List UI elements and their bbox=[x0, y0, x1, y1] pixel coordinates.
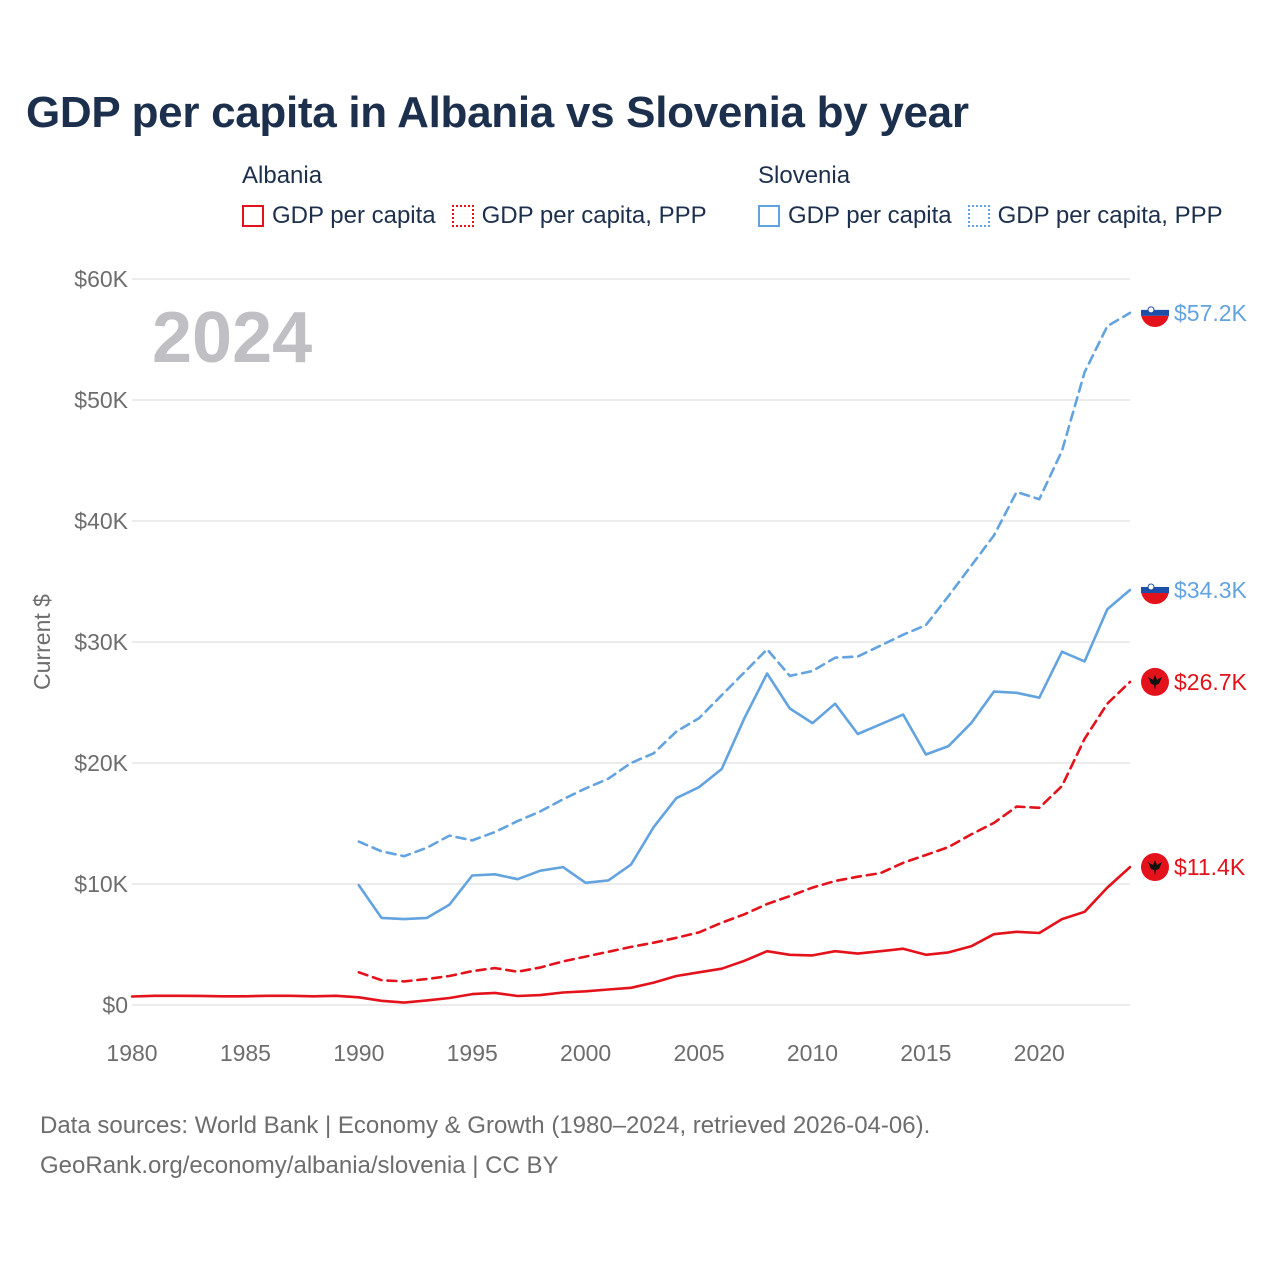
flag-slovenia-blue-solid bbox=[1141, 586, 1169, 593]
legend-label-albania-ppp: GDP per capita, PPP bbox=[481, 202, 707, 229]
legend-label-albania-gdp: GDP per capita bbox=[272, 202, 436, 229]
x-tick-label-2005: 2005 bbox=[673, 1040, 724, 1066]
flag-slovenia-blue-ppp bbox=[1141, 309, 1169, 316]
flag-albania-eagle-solid bbox=[1148, 860, 1162, 876]
y-axis-label: Current $ bbox=[29, 594, 55, 690]
flag-albania-eagle-ppp bbox=[1148, 674, 1162, 690]
y-tick-label-20000: $20K bbox=[74, 750, 128, 776]
y-tick-label-0: $0 bbox=[102, 992, 128, 1018]
y-tick-label-10000: $10K bbox=[74, 871, 128, 897]
series-line-albania-solid bbox=[130, 865, 1132, 1004]
legend-group-slovenia: Slovenia bbox=[758, 162, 851, 189]
legend-group-albania: Albania bbox=[242, 162, 323, 189]
legend-label-slovenia-gdp: GDP per capita bbox=[788, 202, 952, 229]
x-tick-label-2020: 2020 bbox=[1014, 1040, 1065, 1066]
legend-label-slovenia-ppp: GDP per capita, PPP bbox=[997, 202, 1223, 229]
series-line-slovenia-solid bbox=[357, 588, 1132, 921]
footer-sources: Data sources: World Bank | Economy & Gro… bbox=[40, 1112, 931, 1139]
flag-slovenia-red-solid bbox=[1141, 592, 1169, 605]
y-tick-label-60000: $60K bbox=[74, 266, 128, 292]
chart-title: GDP per capita in Albania vs Slovenia by… bbox=[26, 88, 969, 137]
end-label-albania-solid: $11.4K bbox=[1174, 854, 1246, 880]
y-tick-label-40000: $40K bbox=[74, 508, 128, 534]
x-tick-label-1995: 1995 bbox=[447, 1040, 498, 1066]
legend-swatch-slovenia-ppp bbox=[967, 205, 990, 227]
footer: Data sources: World Bank | Economy & Gro… bbox=[40, 1106, 930, 1186]
end-label-albania-ppp: $26.7K bbox=[1174, 669, 1248, 695]
end-label-slovenia-solid: $34.3K bbox=[1174, 577, 1248, 603]
series-line-albania-ppp bbox=[357, 680, 1132, 983]
legend-albania: Albania GDP per capita GDP per capita, P… bbox=[242, 162, 723, 230]
x-tick-label-1980: 1980 bbox=[106, 1040, 157, 1066]
x-tick-label-2010: 2010 bbox=[787, 1040, 838, 1066]
legend-item-albania-ppp[interactable]: GDP per capita, PPP bbox=[451, 202, 707, 230]
legend-slovenia: Slovenia GDP per capita GDP per capita, … bbox=[758, 162, 1239, 230]
x-tick-label-1985: 1985 bbox=[220, 1040, 271, 1066]
end-label-slovenia-ppp: $57.2K bbox=[1174, 300, 1248, 326]
legend-item-albania-gdp[interactable]: GDP per capita bbox=[242, 202, 436, 230]
legend-item-slovenia-gdp[interactable]: GDP per capita bbox=[758, 202, 952, 230]
legend-swatch-albania-ppp bbox=[451, 205, 474, 227]
flag-slovenia-emblem-solid bbox=[1147, 583, 1155, 591]
year-watermark: 2024 bbox=[152, 298, 312, 378]
x-tick-label-1990: 1990 bbox=[333, 1040, 384, 1066]
footer-attribution: GeoRank.org/economy/albania/slovenia | C… bbox=[40, 1152, 559, 1179]
y-tick-label-50000: $50K bbox=[74, 387, 128, 413]
legend-item-slovenia-ppp[interactable]: GDP per capita, PPP bbox=[967, 202, 1223, 230]
x-tick-label-2000: 2000 bbox=[560, 1040, 611, 1066]
legend-swatch-albania-gdp bbox=[242, 205, 264, 227]
y-tick-label-30000: $30K bbox=[74, 629, 128, 655]
x-tick-label-2015: 2015 bbox=[900, 1040, 951, 1066]
flag-slovenia-red-ppp bbox=[1141, 315, 1169, 327]
series-line-slovenia-ppp bbox=[357, 311, 1132, 858]
flag-slovenia-emblem-ppp bbox=[1147, 306, 1155, 314]
legend-swatch-slovenia-gdp bbox=[758, 205, 780, 227]
